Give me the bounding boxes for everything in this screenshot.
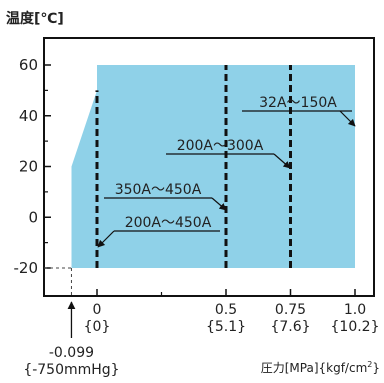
operating-region: [71, 65, 355, 268]
chart-title: 温度[℃]: [6, 11, 64, 27]
x-axis-label-sup: 2: [367, 360, 373, 369]
x-tick-label-0: 0: [93, 302, 102, 318]
x-tick-label-1: 0.5: [215, 302, 237, 318]
x-tick-sublabel-1: {5.1}: [206, 319, 246, 335]
y-tick-label-0: 60: [19, 56, 38, 74]
y-tick-label-1: 40: [19, 107, 38, 125]
x-axis-label-text: 圧力[MPa]{kgf/cm: [260, 361, 368, 375]
x-tick-sublabel-3: {10.2}: [331, 319, 380, 335]
x-tick-label-2: 0.75: [275, 302, 306, 318]
x-tick-sublabel-2: {7.6}: [270, 319, 310, 335]
x-tick-sublabel-0: {0}: [84, 319, 111, 335]
size-range-label-1: 350A～450A: [115, 182, 202, 198]
x-axis-label-end: }: [372, 361, 380, 375]
size-range-label-2: 200A～300A: [177, 138, 264, 154]
size-range-label-0: 200A～450A: [125, 215, 212, 231]
size-range-label-3: 32A～150A: [259, 95, 337, 111]
vacuum-pressure-sublabel: {-750mmHg}: [23, 362, 119, 378]
x-axis-label: 圧力[MPa]{kgf/cm2}: [261, 359, 380, 376]
size-range-arrow-3: [339, 110, 356, 127]
size-range-arrow-0: [97, 230, 115, 248]
y-tick-label-3: 0: [28, 208, 38, 226]
vacuum-pressure-label: -0.099: [49, 345, 94, 361]
y-tick-label-4: -20: [14, 259, 39, 277]
y-tick-label-2: 20: [19, 158, 38, 176]
x-tick-label-3: 1.0: [344, 302, 366, 318]
size-range-arrow-1: [211, 197, 227, 211]
size-range-arrow-2: [273, 153, 291, 169]
